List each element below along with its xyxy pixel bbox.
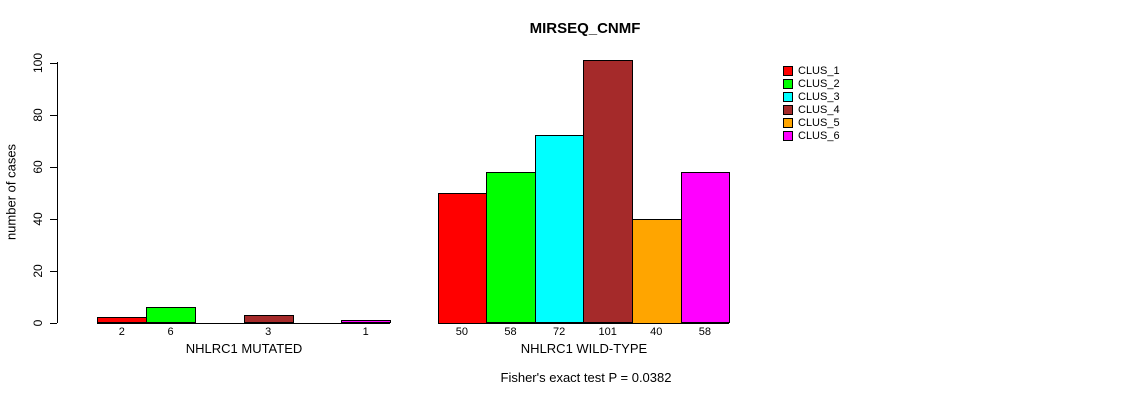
y-axis-title: number of cases	[3, 143, 19, 241]
legend-swatch-clus_3	[783, 92, 793, 102]
bar-mutated-clus6	[341, 319, 392, 324]
legend-label-clus_4: CLUS_4	[798, 104, 840, 116]
legend-label-clus_1: CLUS_1	[798, 65, 840, 77]
bar-mutated-clus4	[243, 314, 294, 324]
legend-swatch-clus_1	[783, 66, 793, 76]
bar-value-label-mutated-clus6: 1	[362, 326, 369, 338]
x-axis-label-mutated: NHLRC1 MUTATED	[185, 341, 303, 356]
bar-wildtype-clus2	[486, 171, 536, 324]
bar-wildtype-clus6	[680, 171, 731, 324]
bar-wildtype-clus3	[534, 135, 585, 324]
bar-value-label-mutated-clus2: 6	[167, 326, 174, 338]
y-tick-label-60: 60	[31, 159, 45, 174]
bar-value-label-wildtype-clus1: 50	[455, 326, 469, 338]
fisher-test-annotation: Fisher's exact test P = 0.0382	[500, 370, 672, 385]
baseline-mutated	[97, 322, 391, 324]
bar-value-label-mutated-clus1: 2	[118, 326, 125, 338]
y-tick-20	[50, 270, 57, 272]
y-tick-0	[50, 322, 57, 324]
legend-label-clus_6: CLUS_6	[798, 130, 840, 142]
chart-title: MIRSEQ_CNMF	[529, 20, 641, 37]
legend-label-clus_5: CLUS_5	[798, 117, 840, 129]
y-tick-100	[50, 62, 57, 64]
bar-value-label-wildtype-clus4: 101	[598, 326, 617, 338]
bar-wildtype-clus1	[437, 192, 488, 324]
bar-value-label-wildtype-clus2: 58	[504, 326, 517, 338]
y-tick-label-40: 40	[31, 211, 45, 226]
y-tick-label-0: 0	[31, 319, 45, 326]
legend-label-clus_2: CLUS_2	[798, 78, 840, 90]
bar-value-label-wildtype-clus3: 72	[552, 326, 566, 338]
legend-swatch-clus_5	[783, 118, 793, 128]
y-axis-line	[57, 62, 58, 323]
bar-value-label-mutated-clus4: 3	[265, 326, 272, 338]
y-tick-label-20: 20	[31, 263, 45, 278]
legend-swatch-clus_6	[783, 131, 793, 141]
bar-wildtype-clus4	[583, 59, 633, 324]
y-tick-40	[50, 218, 57, 220]
bar-wildtype-clus5	[632, 218, 682, 324]
y-tick-80	[50, 114, 57, 116]
y-tick-label-100: 100	[31, 52, 45, 73]
bar-value-label-wildtype-clus6: 58	[698, 326, 712, 338]
legend-swatch-clus_4	[783, 105, 793, 115]
bar-mutated-clus1	[97, 317, 148, 324]
legend-label-clus_3: CLUS_3	[798, 91, 840, 103]
bar-mutated-clus2	[146, 306, 196, 324]
y-tick-60	[50, 166, 57, 168]
bar-value-label-wildtype-clus5: 40	[650, 326, 663, 338]
x-axis-label-wildtype: NHLRC1 WILD-TYPE	[520, 341, 648, 356]
legend-swatch-clus_2	[783, 79, 793, 89]
y-tick-label-80: 80	[31, 107, 45, 122]
